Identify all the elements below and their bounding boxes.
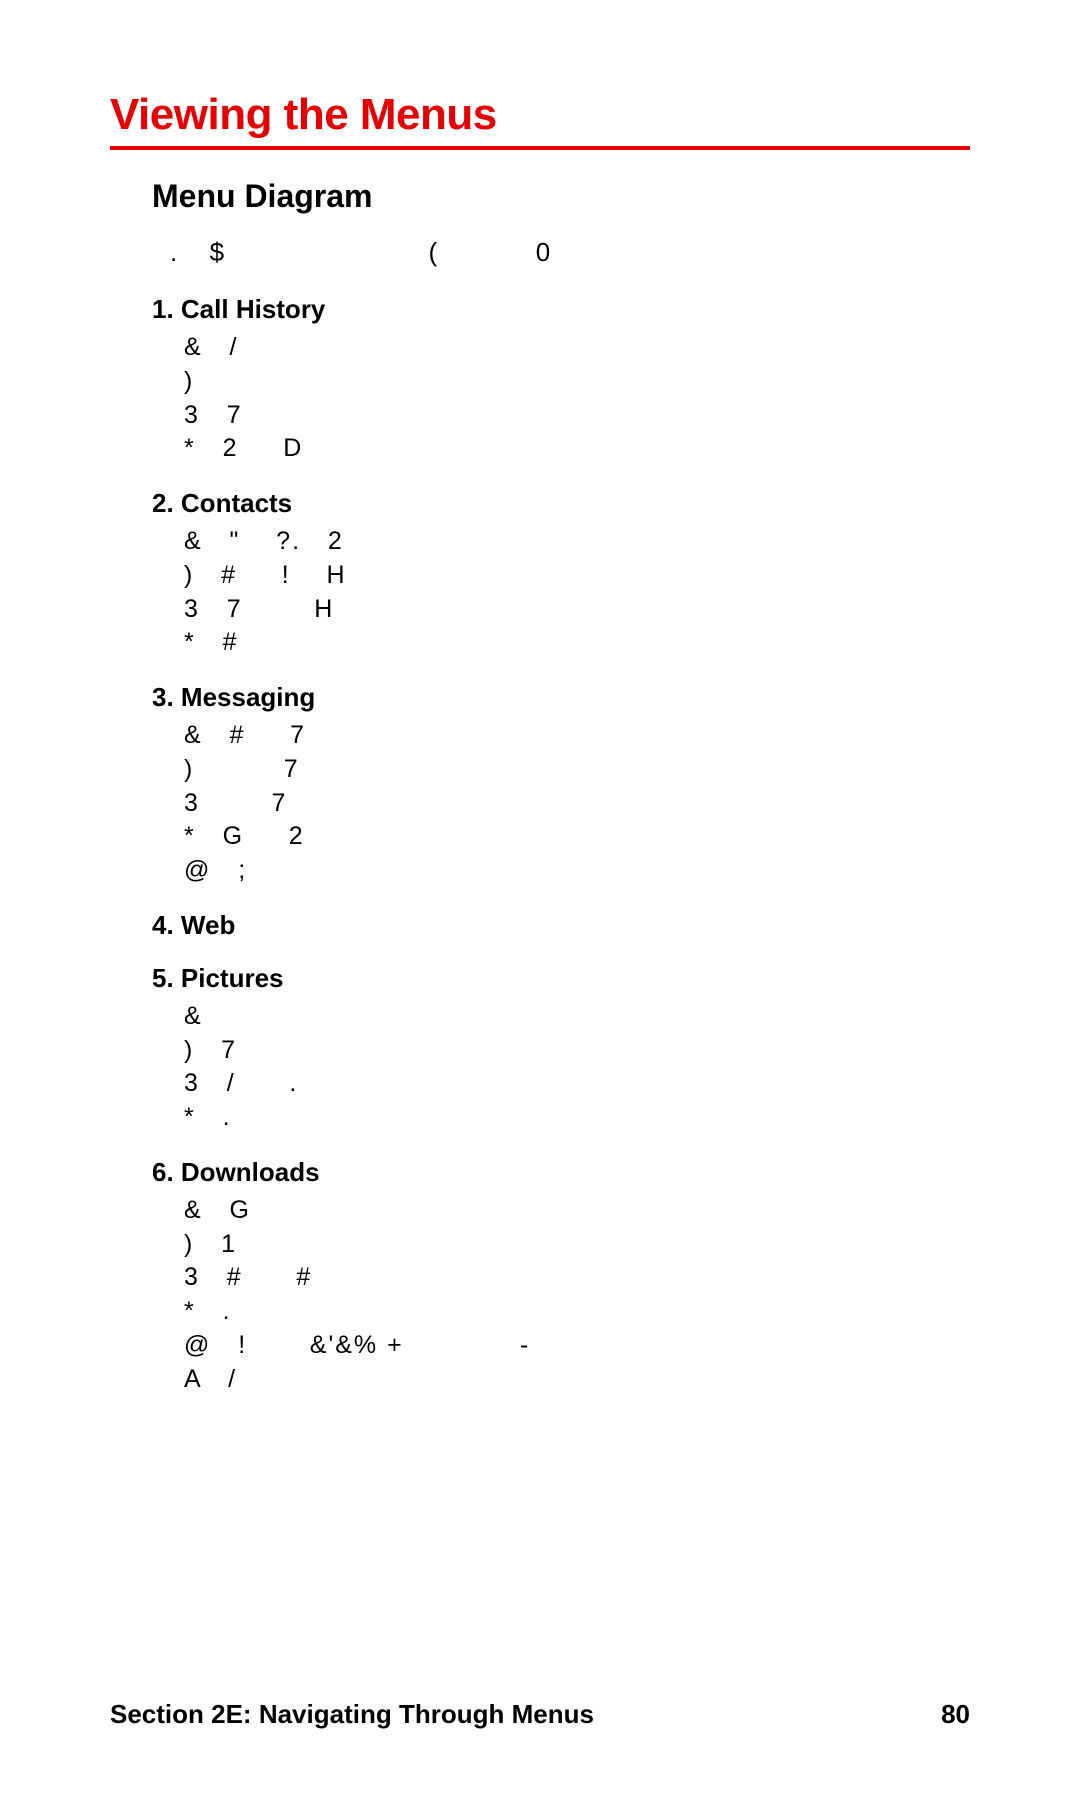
list-item: 3 7 — [184, 399, 970, 433]
section-body: & G ) 1 3 # # * . @ ! &'&% + - A / — [184, 1194, 970, 1397]
list-item: @ ; — [184, 854, 970, 888]
list-item: * . — [184, 1295, 970, 1329]
section-head: 4. Web — [152, 910, 970, 941]
menu-section: 6. Downloads & G ) 1 3 # # * . @ ! &'&% … — [152, 1157, 970, 1397]
page-number: 80 — [941, 1699, 970, 1730]
section-head: 1. Call History — [152, 294, 970, 325]
list-item: * . — [184, 1101, 970, 1135]
menu-section: 2. Contacts & " ?. 2 ) # ! H 3 7 H * # — [152, 488, 970, 660]
list-item: & — [184, 1000, 970, 1034]
list-item: * 2 D — [184, 432, 970, 466]
page-title: Viewing the Menus — [110, 90, 970, 150]
list-item: ) 7 — [184, 753, 970, 787]
section-body: & ) 7 3 / . * . — [184, 1000, 970, 1135]
list-item: 3 7 — [184, 787, 970, 821]
list-item: * # — [184, 626, 970, 660]
page: Viewing the Menus Menu Diagram . $ ( 0 1… — [0, 0, 1080, 1800]
list-item: ) 7 — [184, 1034, 970, 1068]
subtitle: Menu Diagram — [152, 178, 970, 215]
list-item: ) — [184, 365, 970, 399]
section-body: & # 7 ) 7 3 7 * G 2 @ ; — [184, 719, 970, 888]
menu-section: 1. Call History & / ) 3 7 * 2 D — [152, 294, 970, 466]
section-head: 6. Downloads — [152, 1157, 970, 1188]
list-item: & G — [184, 1194, 970, 1228]
section-head: 2. Contacts — [152, 488, 970, 519]
list-item: 3 / . — [184, 1067, 970, 1101]
section-body: & " ?. 2 ) # ! H 3 7 H * # — [184, 525, 970, 660]
list-item: * G 2 — [184, 820, 970, 854]
list-item: @ ! &'&% + - — [184, 1329, 970, 1363]
section-head: 5. Pictures — [152, 963, 970, 994]
list-item: 3 # # — [184, 1261, 970, 1295]
menu-section: 4. Web — [152, 910, 970, 941]
page-footer: Section 2E: Navigating Through Menus 80 — [110, 1699, 970, 1730]
list-item: ) # ! H — [184, 559, 970, 593]
list-item: & # 7 — [184, 719, 970, 753]
menu-section: 5. Pictures & ) 7 3 / . * . — [152, 963, 970, 1135]
list-item: & / — [184, 331, 970, 365]
footer-section-label: Section 2E: Navigating Through Menus — [110, 1699, 594, 1730]
list-item: A / — [184, 1363, 970, 1397]
list-item: ) 1 — [184, 1228, 970, 1262]
section-body: & / ) 3 7 * 2 D — [184, 331, 970, 466]
section-head: 3. Messaging — [152, 682, 970, 713]
list-item: 3 7 H — [184, 593, 970, 627]
menu-section: 3. Messaging & # 7 ) 7 3 7 * G 2 @ ; — [152, 682, 970, 888]
list-item: & " ?. 2 — [184, 525, 970, 559]
intro-text: . $ ( 0 — [170, 237, 970, 268]
